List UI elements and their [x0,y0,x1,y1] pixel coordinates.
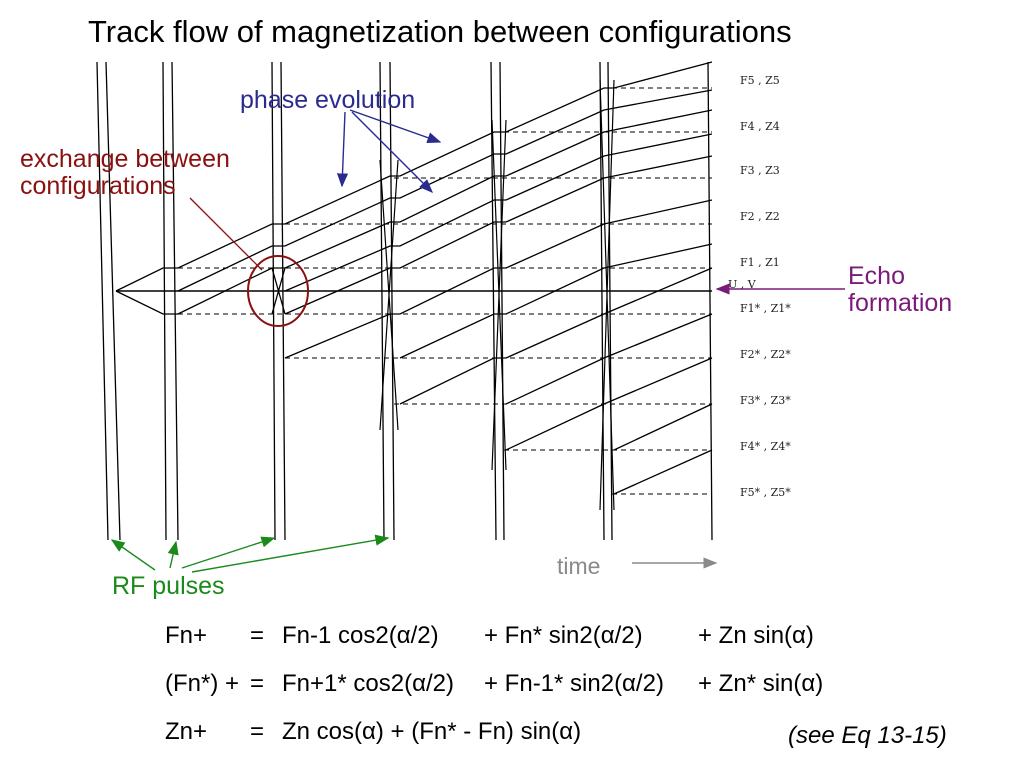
eq3-term1: Zn cos(α) + (Fn* - Fn) sin(α) [282,718,582,745]
equation-reference: (see Eq 13-15) [788,722,947,749]
eq3-equals: = [250,718,265,745]
eq1-term2: + Fn* sin2(α/2) [484,622,643,649]
eq2-equals: = [250,670,265,697]
state-label-f3: F3 , Z3 [740,164,780,177]
rf-arrows [110,534,390,573]
state-label-f4: F4 , Z4 [740,120,780,133]
f-state-paths [115,61,713,495]
state-label-f4-conj: F4* , Z4* [740,440,791,453]
exchange-circle [247,255,309,327]
eq1-term1: Fn-1 cos2(α/2) [282,622,439,649]
state-label-f1-conj: F1* , Z1* [740,302,791,315]
exchange-label-line1: exchange between [20,145,230,173]
eq2-term1: Fn+1* cos2(α/2) [282,670,454,697]
eq1-term3: + Zn sin(α) [698,622,814,649]
phase-evolution-label: phase evolution [240,86,416,114]
eq2-lhs: (Fn*) + [165,670,240,697]
exchange-leader [189,197,263,271]
state-label-f1: F1 , Z1 [740,256,780,269]
state-label-zero: U , V [728,278,756,291]
echo-label-line2: formation [848,289,953,317]
z-state-lines [178,87,712,495]
echo-label-line1: Echo [848,262,905,290]
eq3-lhs: Zn+ [165,718,208,745]
rf-pulses-label: RF pulses [112,572,225,600]
phase-arrow-1 [336,111,349,188]
eq2-term2: + Fn-1* sin2(α/2) [484,670,664,697]
state-label-f5: F5 , Z5 [740,74,780,87]
rf-pulse-lines [96,61,713,541]
phase-arrow-2 [349,109,442,144]
state-label-f3-conj: F3* , Z3* [740,394,791,407]
exchange-label-line2: configurations [20,172,176,200]
phase-arrow-3 [351,111,433,193]
pulse-crossings [379,79,615,511]
eq1-equals: = [250,622,265,649]
eq2-term3: + Zn* sin(α) [698,670,824,697]
state-label-f2: F2 , Z2 [740,210,780,223]
state-label-f5-conj: F5* , Z5* [740,486,791,499]
time-label: time [557,553,601,579]
page-title: Track flow of magnetization between conf… [88,14,792,49]
eq1-lhs: Fn+ [165,622,208,649]
state-label-f2-conj: F2* , Z2* [740,348,791,361]
